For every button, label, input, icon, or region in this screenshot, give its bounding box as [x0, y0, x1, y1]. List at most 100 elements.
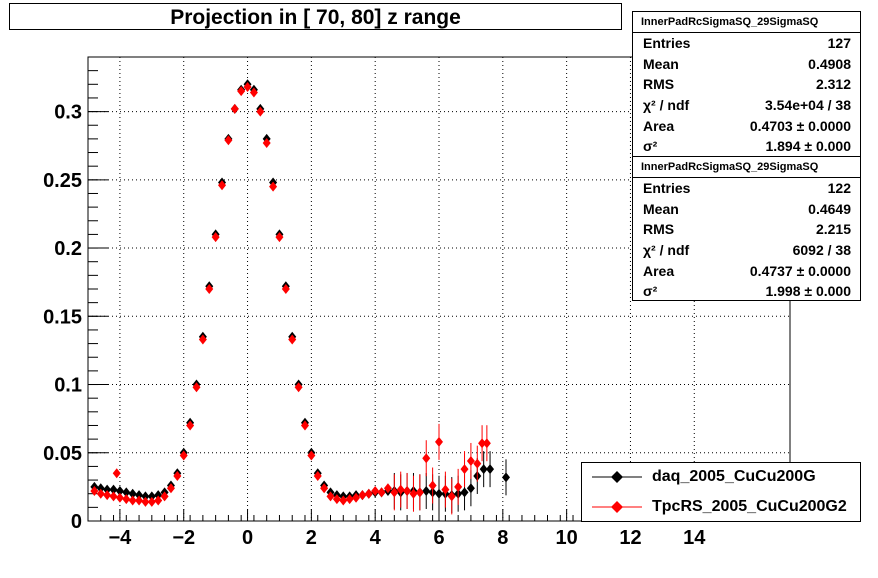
data-point [300, 420, 309, 431]
stats-row-value: 0.4737 ± 0.0000 [749, 262, 851, 279]
data-point [403, 485, 412, 496]
data-point [256, 106, 265, 117]
data-point [358, 490, 367, 501]
data-point [218, 180, 227, 191]
data-point [115, 485, 124, 496]
x-tick-label: 2 [306, 527, 317, 549]
y-tick-label: 0.1 [54, 375, 82, 397]
data-point [198, 334, 207, 345]
x-tick-label: 0 [242, 527, 253, 549]
data-point [90, 485, 99, 496]
stats-row: χ² / ndf 6092 / 38 [633, 240, 860, 261]
data-point [103, 490, 112, 501]
data-point [154, 490, 163, 501]
data-point [249, 87, 258, 98]
data-point [230, 103, 239, 114]
stats-box-2-rows: Entries 122 Mean 0.4649 RMS 2.215 χ² / ndf 6092… [633, 178, 860, 302]
stats-row-label: Area [643, 117, 675, 134]
data-point [275, 232, 284, 243]
stats-row: Area 0.4703 ± 0.0000 [633, 116, 860, 137]
legend-entry-daq: daq_2005_CuCu200G [582, 463, 860, 493]
stats-row-value: 0.4908 [808, 55, 851, 72]
stats-row-label: σ² [643, 138, 658, 155]
data-point [179, 450, 188, 461]
stats-row-value: 0.4649 [808, 200, 851, 217]
legend: daq_2005_CuCu200G TpcRS_2005_CuCu200G2 [581, 462, 861, 522]
data-point [224, 135, 233, 146]
data-point [326, 491, 335, 502]
stats-row-label: Entries [643, 35, 691, 51]
data-point [141, 491, 150, 502]
data-point [128, 495, 137, 506]
data-point [466, 455, 475, 466]
data-point [122, 487, 131, 498]
stats-row: Mean 0.4649 [633, 199, 860, 220]
data-point [186, 420, 195, 431]
data-point [435, 488, 443, 499]
data-point [454, 481, 463, 492]
data-point [96, 488, 105, 499]
stats-row-value: 122 [827, 180, 851, 196]
y-tick-label: 0.25 [43, 170, 82, 192]
data-point [383, 483, 392, 494]
data-point [502, 472, 511, 483]
stats-row-label: Area [643, 262, 675, 279]
x-tick-label: 8 [497, 527, 508, 549]
data-point [122, 494, 131, 505]
stats-row: Entries 122 [633, 178, 860, 199]
data-point [332, 494, 341, 505]
x-tick-label: −4 [109, 527, 133, 549]
stats-row-label: χ² / ndf [643, 242, 690, 259]
x-tick-label: 14 [683, 527, 706, 549]
stats-row-label: Mean [643, 55, 679, 72]
stats-row-label: χ² / ndf [643, 97, 690, 114]
stats-row-value: 1.998 ± 0.000 [765, 283, 851, 300]
data-point [320, 483, 329, 494]
stats-row-value: 127 [827, 35, 851, 51]
data-point [243, 82, 252, 93]
legend-label-daq: daq_2005_CuCu200G [652, 468, 816, 485]
data-point [211, 232, 220, 243]
data-point [422, 453, 431, 464]
data-point [135, 490, 144, 501]
data-point [415, 487, 424, 498]
axes: −4 −2 0 2 4 6 8 10 12 14 0 0.05 0.1 0.15 0.2 0.25 0.3 [43, 70, 791, 549]
stats-row-label: RMS [643, 221, 675, 238]
data-point [473, 458, 482, 469]
x-tick-label: 12 [619, 527, 641, 549]
data-point [396, 484, 405, 495]
y-tick-label: 0.05 [43, 443, 82, 465]
data-point [115, 492, 124, 503]
x-tick-label: −2 [172, 527, 195, 549]
data-point [128, 488, 137, 499]
stats-row: σ² 1.894 ± 0.000 [633, 136, 860, 157]
stats-row-label: σ² [643, 283, 658, 300]
data-point [262, 137, 271, 148]
data-point [447, 491, 456, 502]
stats-row-value: 3.54e+04 / 38 [764, 97, 851, 114]
data-point [486, 464, 495, 475]
data-point [371, 485, 380, 496]
stats-row: RMS 2.215 [633, 219, 860, 240]
data-point [377, 487, 386, 498]
data-point [141, 496, 150, 507]
data-point [109, 484, 118, 495]
stats-row: RMS 2.312 [633, 74, 860, 95]
stats-box-1-name: InnerPadRcSigmaSQ_29SigmaSQ [633, 12, 860, 33]
data-point [460, 487, 469, 498]
data-point [281, 284, 290, 294]
stats-box-2: InnerPadRcSigmaSQ_29SigmaSQ Entries 122 Me… [632, 156, 861, 301]
data-point [269, 181, 278, 192]
data-point [409, 488, 418, 499]
data-point [313, 470, 322, 481]
data-point [112, 468, 121, 479]
data-point [294, 382, 303, 393]
chart-title: Projection in [ 70, 80] z range [9, 3, 622, 30]
data-point [307, 450, 316, 461]
data-point [192, 382, 201, 393]
data-point [96, 483, 105, 494]
legend-marker-black-diamond [592, 471, 642, 483]
data-point [364, 488, 373, 499]
data-point [441, 484, 450, 495]
data-point [166, 483, 175, 494]
